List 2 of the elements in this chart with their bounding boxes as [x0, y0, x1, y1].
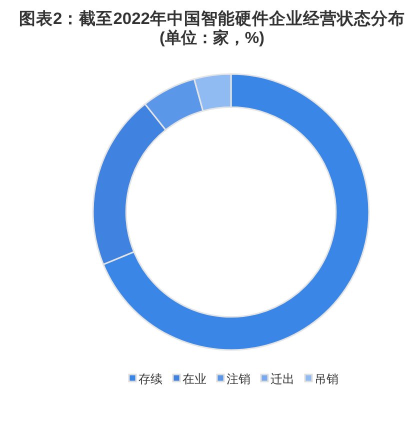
- title: 图表2：截至2022年中国智能硬件企业经营状态分布: [19, 10, 405, 28]
- subtitle: (单位：家，%): [160, 30, 264, 47]
